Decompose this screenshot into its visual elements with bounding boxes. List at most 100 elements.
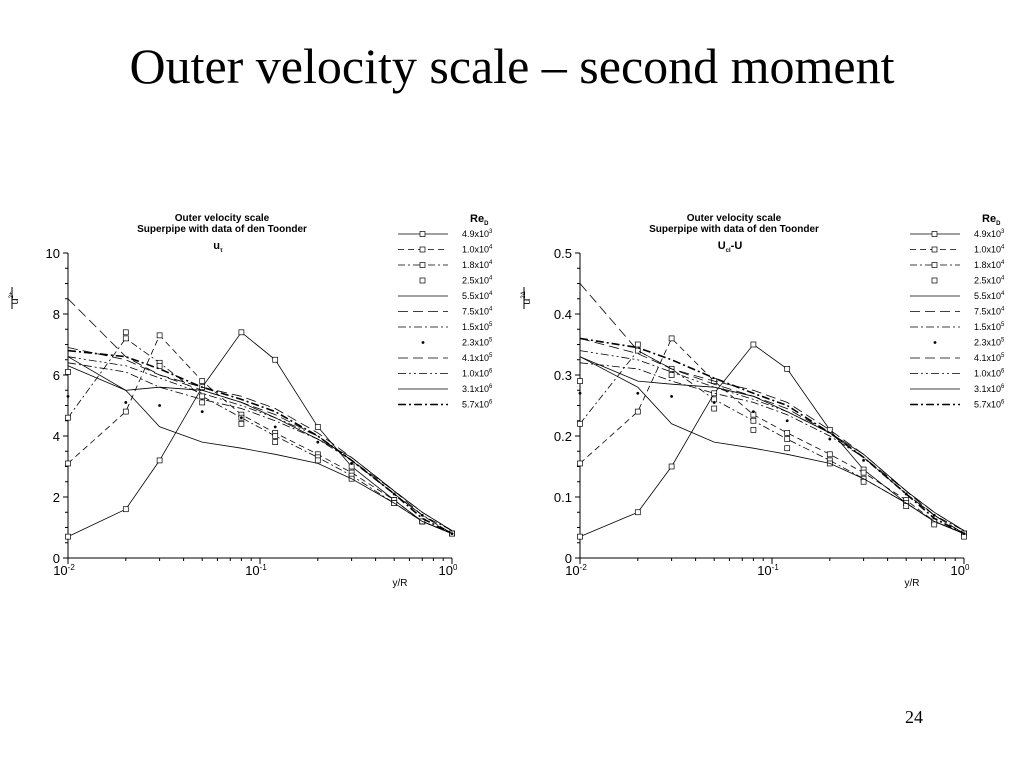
data-point [158,404,162,407]
y-axis-label: u2Δ [521,291,533,304]
data-point [862,459,866,462]
y-tick-label: 6 [53,368,60,383]
legend-marker [421,341,425,344]
legend-marker [419,246,426,253]
legend-label: 2.3x105 [462,338,493,348]
data-point [860,469,867,476]
legend-label: 7.5x104 [462,307,493,317]
y-tick-label: 0.3 [554,368,572,383]
data-point [199,393,206,400]
chart-left-panel: 0 2 4 6 8 10 10-2 10-1 100 y/R u2+ Outer velocity s… [9,213,493,589]
data-point [751,410,755,413]
data-point [577,460,583,467]
y-tick-label: 0.2 [554,429,572,444]
data-point [931,521,938,528]
x-tick-label: 10-2 [53,563,75,578]
y-tick-label: 4 [53,429,60,444]
data-point [903,503,910,509]
series-line-10 [67,356,453,534]
data-point [577,533,583,540]
legend-label: 4.1x105 [974,353,1005,363]
y-tick-label: 0.5 [554,246,572,261]
chart-title: Outer velocity scale [175,213,270,224]
x-axis-label: y/R [905,578,920,589]
data-point [668,335,675,342]
legend-marker [931,246,938,253]
data-point [750,427,757,433]
data-point [828,437,832,441]
data-point [785,419,789,423]
legend-label: 5.5x104 [462,291,493,301]
data-point [712,401,716,404]
legend-marker [419,262,426,268]
data-point [238,329,245,336]
y-tick-label: 0 [565,551,572,566]
data-point [239,416,243,420]
data-point [711,405,718,412]
data-point [860,478,867,485]
data-point [238,420,245,427]
data-point [826,451,833,458]
y-tick-label: 8 [53,307,60,322]
legend-label: 3.1x106 [462,384,493,394]
data-point [634,347,641,354]
legend-marker [419,231,426,237]
legend-label: 5.7x106 [462,400,493,410]
legend-marker [931,277,938,284]
y-tick-label: 0.1 [554,490,572,505]
legend-title: ReD [982,213,1001,227]
data-point [65,533,71,540]
data-point [314,424,321,430]
legend-marker [933,341,937,344]
data-point [750,341,757,348]
x-axis-label: y/R [393,578,408,589]
series-line-9 [67,347,453,534]
series-line-6 [579,283,965,531]
data-point [634,408,641,415]
legend-label: 1.8x104 [462,260,493,270]
legend-label: 5.7x106 [974,400,1005,410]
series-line-9 [579,338,965,534]
velocity-scale-label: uτ [213,240,223,254]
data-point [272,433,279,439]
data-point [273,425,277,429]
series-line-11 [67,356,453,534]
series-line-12 [579,337,965,535]
legend-label: 1.0x106 [974,369,1005,379]
data-point [316,440,320,444]
data-point [350,462,354,465]
x-tick-label: 10-1 [757,563,779,578]
legend-label: 4.9x103 [462,229,493,239]
chart-subtitle: Superpipe with data of den Toonder [137,224,307,235]
x-tick-label: 10-2 [565,563,587,578]
x-tick-label: 10-1 [245,563,267,578]
series-line-11 [579,356,965,534]
data-point [156,332,163,339]
data-point [65,369,71,375]
slide-title: Outer velocity scale – second moment [129,38,895,94]
legend-marker [931,231,938,237]
data-point [826,427,833,433]
data-point [272,356,279,363]
legend-marker [419,277,426,284]
data-point [65,460,71,467]
data-point [122,335,129,342]
data-point [156,457,163,464]
data-point [124,401,128,404]
chart-title: Outer velocity scale [687,213,782,224]
data-point [65,414,71,421]
data-point [122,408,129,415]
legend-label: 4.1x105 [462,353,493,363]
data-point [668,463,675,470]
data-point [199,378,206,384]
data-point [199,399,206,406]
legend-label: 2.3x105 [974,338,1005,348]
legend-label: 3.1x106 [974,384,1005,394]
page-number: 24 [905,707,923,727]
data-point [784,445,791,452]
legend-label: 1.5x105 [462,322,493,332]
y-tick-label: 10 [46,246,60,261]
data-point [784,366,791,372]
legend-label: 1.8x104 [974,260,1005,270]
chart-right-panel: 0 0.1 0.2 0.3 0.4 0.5 10-2 10-1 100 y/R u2Δ Outer v… [521,213,1005,589]
